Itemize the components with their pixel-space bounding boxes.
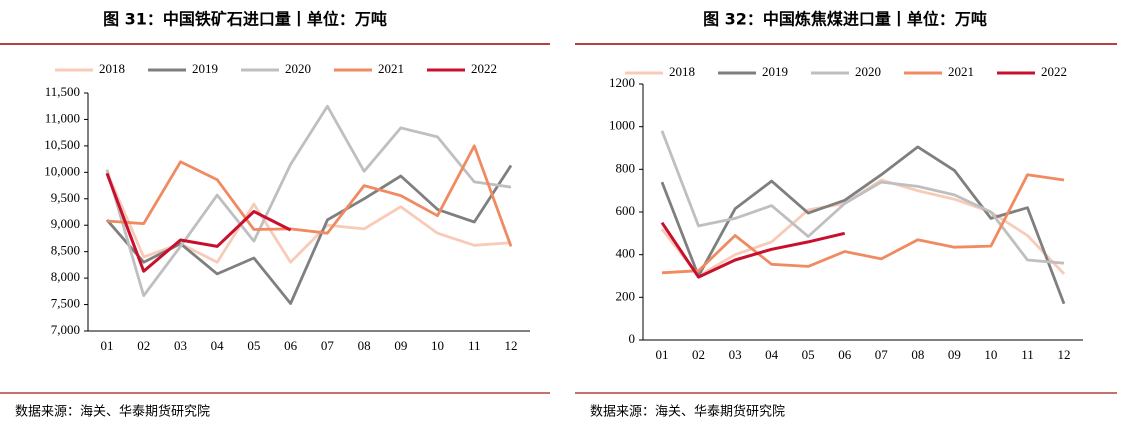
y-tick-label: 8,000 <box>51 269 80 284</box>
y-tick-label: 9,000 <box>51 216 80 231</box>
x-tick-label: 11 <box>1021 347 1034 362</box>
y-tick-label: 400 <box>616 246 636 261</box>
x-tick-label: 07 <box>875 347 889 362</box>
y-tick-label: 600 <box>616 203 636 218</box>
x-tick-label: 03 <box>174 338 187 353</box>
x-tick-label: 08 <box>911 347 924 362</box>
source-note: 数据来源：海关、华泰期货研究院 <box>15 404 210 420</box>
y-tick-label: 9,500 <box>51 190 80 205</box>
legend-label: 2022 <box>471 61 497 76</box>
y-tick-label: 7,000 <box>51 322 80 337</box>
x-tick-label: 05 <box>247 338 260 353</box>
y-tick-label: 1200 <box>609 75 635 90</box>
x-tick-label: 12 <box>1058 347 1071 362</box>
source-note: 数据来源：海关、华泰期货研究院 <box>590 404 785 420</box>
x-tick-label: 10 <box>431 338 444 353</box>
legend-label: 2021 <box>948 64 974 79</box>
series-line <box>660 145 1066 305</box>
y-tick-label: 10,500 <box>44 137 80 152</box>
legend-label: 2018 <box>99 61 125 76</box>
x-tick-label: 04 <box>211 338 225 353</box>
x-tick-label: 06 <box>284 338 298 353</box>
y-tick-label: 10,000 <box>44 163 80 178</box>
x-tick-label: 11 <box>468 338 481 353</box>
series-line <box>660 130 1065 265</box>
y-tick-label: 0 <box>629 331 636 346</box>
y-tick-label: 8,500 <box>51 243 80 258</box>
legend-label: 2019 <box>192 61 218 76</box>
x-tick-label: 04 <box>765 347 779 362</box>
x-tick-label: 02 <box>692 347 705 362</box>
series-line <box>660 221 846 279</box>
chart-title: 图 32：中国炼焦煤进口量丨单位：万吨 <box>703 10 987 29</box>
y-tick-label: 11,000 <box>45 110 80 125</box>
y-tick-label: 200 <box>616 288 636 303</box>
y-tick-label: 11,500 <box>45 84 80 99</box>
x-tick-label: 10 <box>984 347 997 362</box>
legend-label: 2018 <box>669 64 695 79</box>
series-line <box>105 172 292 273</box>
series-line <box>106 144 513 247</box>
series-line <box>105 104 512 297</box>
chart-title: 图 31：中国铁矿石进口量丨单位：万吨 <box>103 10 387 29</box>
x-tick-label: 09 <box>394 338 407 353</box>
x-tick-label: 06 <box>838 347 852 362</box>
x-tick-label: 07 <box>321 338 335 353</box>
y-tick-label: 7,500 <box>51 296 80 311</box>
series-line <box>105 164 513 305</box>
y-tick-label: 1000 <box>609 118 635 133</box>
x-tick-label: 05 <box>802 347 815 362</box>
x-tick-label: 02 <box>137 338 150 353</box>
legend-label: 2022 <box>1041 64 1067 79</box>
series-line <box>661 173 1065 275</box>
y-tick-label: 800 <box>616 160 636 175</box>
legend-label: 2021 <box>378 61 404 76</box>
legend-label: 2019 <box>762 64 788 79</box>
x-tick-label: 03 <box>729 347 742 362</box>
x-tick-label: 01 <box>656 347 669 362</box>
x-tick-label: 01 <box>101 338 114 353</box>
legend-label: 2020 <box>285 61 311 76</box>
x-tick-label: 12 <box>505 338 518 353</box>
x-tick-label: 08 <box>358 338 371 353</box>
x-tick-label: 09 <box>948 347 961 362</box>
legend-label: 2020 <box>855 64 881 79</box>
